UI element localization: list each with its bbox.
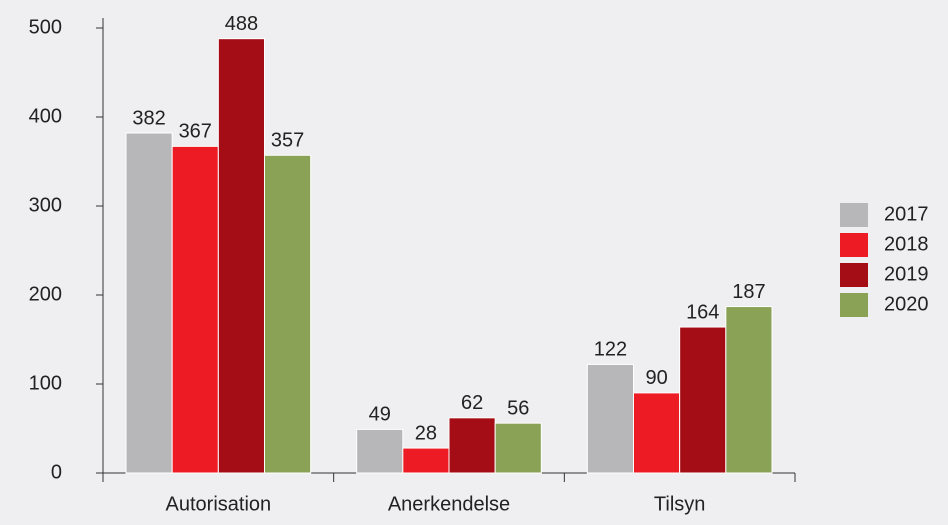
value-label: 164: [686, 301, 719, 323]
bar: [356, 428, 404, 474]
legend-label: 2019: [884, 263, 929, 285]
bar: [679, 326, 727, 474]
legend-label: 2020: [884, 293, 929, 315]
legend-swatch: [840, 233, 868, 257]
y-tick-label: 100: [29, 372, 62, 394]
x-tick-label: Tilsyn: [654, 493, 705, 515]
y-tick-label: 300: [29, 194, 62, 216]
bar: [448, 417, 496, 474]
legend-label: 2017: [884, 203, 929, 225]
x-tick-label: Autorisation: [166, 493, 272, 515]
value-label: 122: [594, 339, 627, 361]
value-label: 357: [271, 130, 304, 152]
value-label: 488: [225, 13, 258, 35]
bar: [171, 145, 219, 474]
y-tick-label: 200: [29, 283, 62, 305]
value-label: 90: [645, 367, 667, 389]
bar: [725, 306, 773, 474]
value-label: 367: [179, 121, 212, 143]
value-label: 49: [369, 404, 391, 426]
value-label: 56: [507, 397, 529, 419]
legend-swatch: [840, 263, 868, 287]
bar: [586, 363, 634, 474]
legend-label: 2018: [884, 233, 929, 255]
y-tick-label: 0: [51, 461, 62, 483]
bar: [125, 132, 173, 474]
y-tick-label: 500: [29, 16, 62, 38]
bar: [264, 154, 312, 474]
value-label: 382: [132, 107, 165, 129]
bar: [494, 422, 542, 474]
bar: [402, 447, 450, 474]
legend-swatch: [840, 203, 868, 227]
x-tick-label: Anerkendelse: [388, 493, 510, 515]
value-label: 187: [732, 281, 765, 303]
y-tick-label: 400: [29, 105, 62, 127]
legend-swatch: [840, 293, 868, 317]
bar: [633, 392, 681, 474]
value-label: 28: [415, 422, 437, 444]
value-label: 62: [461, 392, 483, 414]
bar: [217, 38, 265, 474]
